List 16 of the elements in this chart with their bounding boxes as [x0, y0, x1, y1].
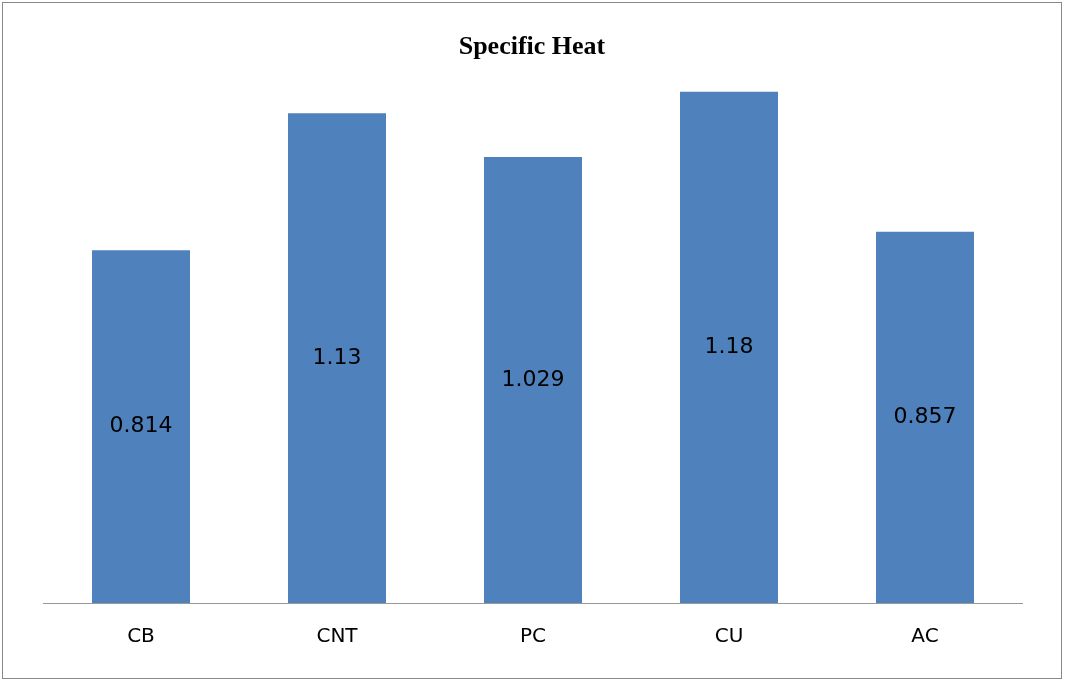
x-tick-label: PC [519, 623, 547, 648]
data-label: 1.18 [704, 333, 754, 359]
chart-title: Specific Heat [457, 31, 607, 61]
data-label: 0.857 [893, 403, 957, 429]
bar [92, 250, 190, 603]
data-label: 1.13 [312, 343, 362, 369]
x-tick-label: CNT [316, 623, 359, 648]
bar [680, 91, 778, 603]
bar [288, 113, 386, 603]
bar [876, 231, 974, 603]
bar [484, 157, 582, 603]
x-tick-label: CB [127, 623, 155, 648]
data-label: 0.814 [109, 412, 173, 438]
x-tick-label: CU [714, 623, 744, 648]
data-label: 1.029 [501, 365, 565, 391]
x-tick-label: AC [911, 623, 939, 648]
